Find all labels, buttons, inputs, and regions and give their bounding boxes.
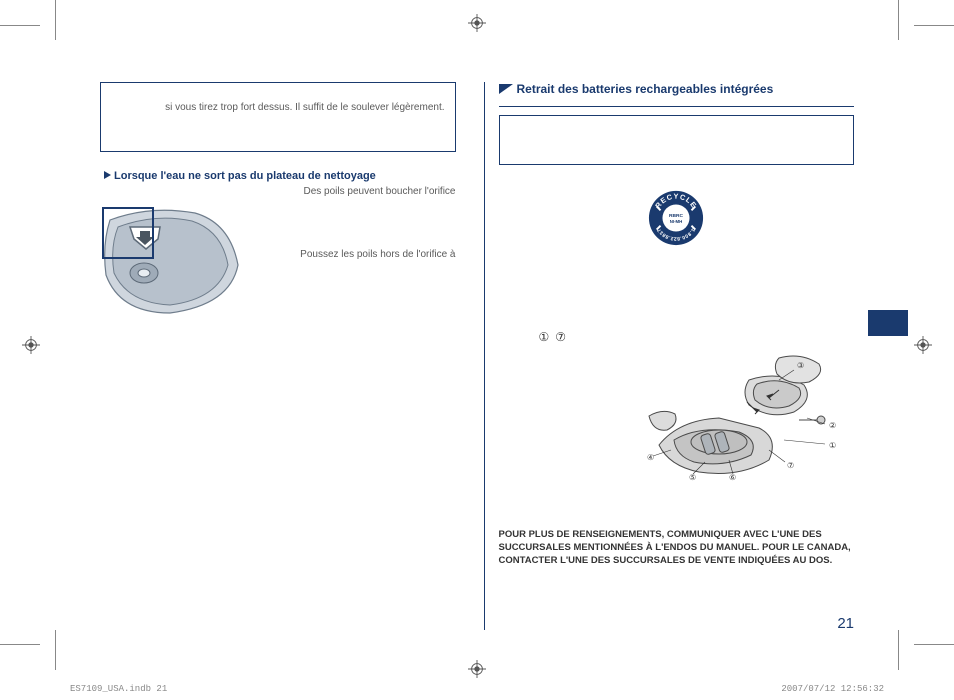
footer-contact-text: POUR PLUS DE RENSEIGNEMENTS, COMMUNIQUER… [499, 529, 855, 567]
part-label-4: ④ [647, 453, 654, 462]
triangle-bullet-icon [104, 171, 111, 179]
caption-line-1: Des poils peuvent boucher l'orifice [100, 186, 456, 197]
part-label-7: ⑦ [787, 461, 794, 470]
registration-mark-icon [468, 14, 486, 32]
part-label-5: ⑤ [689, 473, 696, 482]
section-header: Retrait des batteries rechargeables inté… [499, 82, 855, 96]
left-column: si vous tirez trop fort dessus. Il suffi… [100, 82, 460, 630]
warning-text: si vous tirez trop fort dessus. Il suffi… [165, 102, 444, 113]
section-rule [499, 106, 855, 107]
part-label-6: ⑥ [729, 473, 736, 482]
circled-1: ① [539, 330, 556, 344]
subsection-heading: Lorsque l'eau ne sort pas du plateau de … [104, 170, 456, 182]
cleaning-tray-illustration [100, 205, 240, 315]
part-label-2: ② [829, 421, 836, 430]
right-column: Retrait des batteries rechargeables inté… [484, 82, 855, 630]
print-meta-bar: ES7109_USA.indb 21 2007/07/12 12:56:32 [70, 684, 884, 694]
meta-timestamp: 2007/07/12 12:56:32 [781, 684, 884, 694]
section-tab [868, 310, 908, 336]
step-numbers: ①⑦ [499, 330, 855, 344]
shaver-exploded-view-icon: ① ② ③ ④ ⑤ ⑥ ⑦ [629, 350, 839, 490]
meta-filename: ES7109_USA.indb 21 [70, 684, 167, 694]
page-number: 21 [837, 615, 854, 632]
part-label-1: ① [829, 441, 836, 450]
part-label-3: ③ [797, 361, 804, 370]
exploded-view-wrap: ① ② ③ ④ ⑤ ⑥ ⑦ [499, 350, 855, 495]
page-content: si vous tirez trop fort dessus. Il suffi… [60, 32, 894, 650]
section-title: Retrait des batteries rechargeables inté… [517, 82, 855, 96]
registration-mark-icon [22, 336, 40, 354]
registration-mark-icon [468, 660, 486, 678]
subhead-text: Lorsque l'eau ne sort pas du plateau de … [114, 170, 376, 182]
circled-7: ⑦ [555, 330, 572, 344]
recycle-center-sub: NI-MH [670, 219, 683, 224]
recycle-logo-icon: RECYCLE 1.800.822.8837 RBRC NI-MH [647, 189, 705, 247]
registration-mark-icon [914, 336, 932, 354]
caption-line-2: Poussez les poils hors de l'orifice à [258, 205, 456, 315]
warning-box: si vous tirez trop fort dessus. Il suffi… [100, 82, 456, 152]
info-box [499, 115, 855, 165]
recycle-logo-wrap: RECYCLE 1.800.822.8837 RBRC NI-MH [499, 189, 855, 252]
section-marker-icon [499, 84, 513, 94]
